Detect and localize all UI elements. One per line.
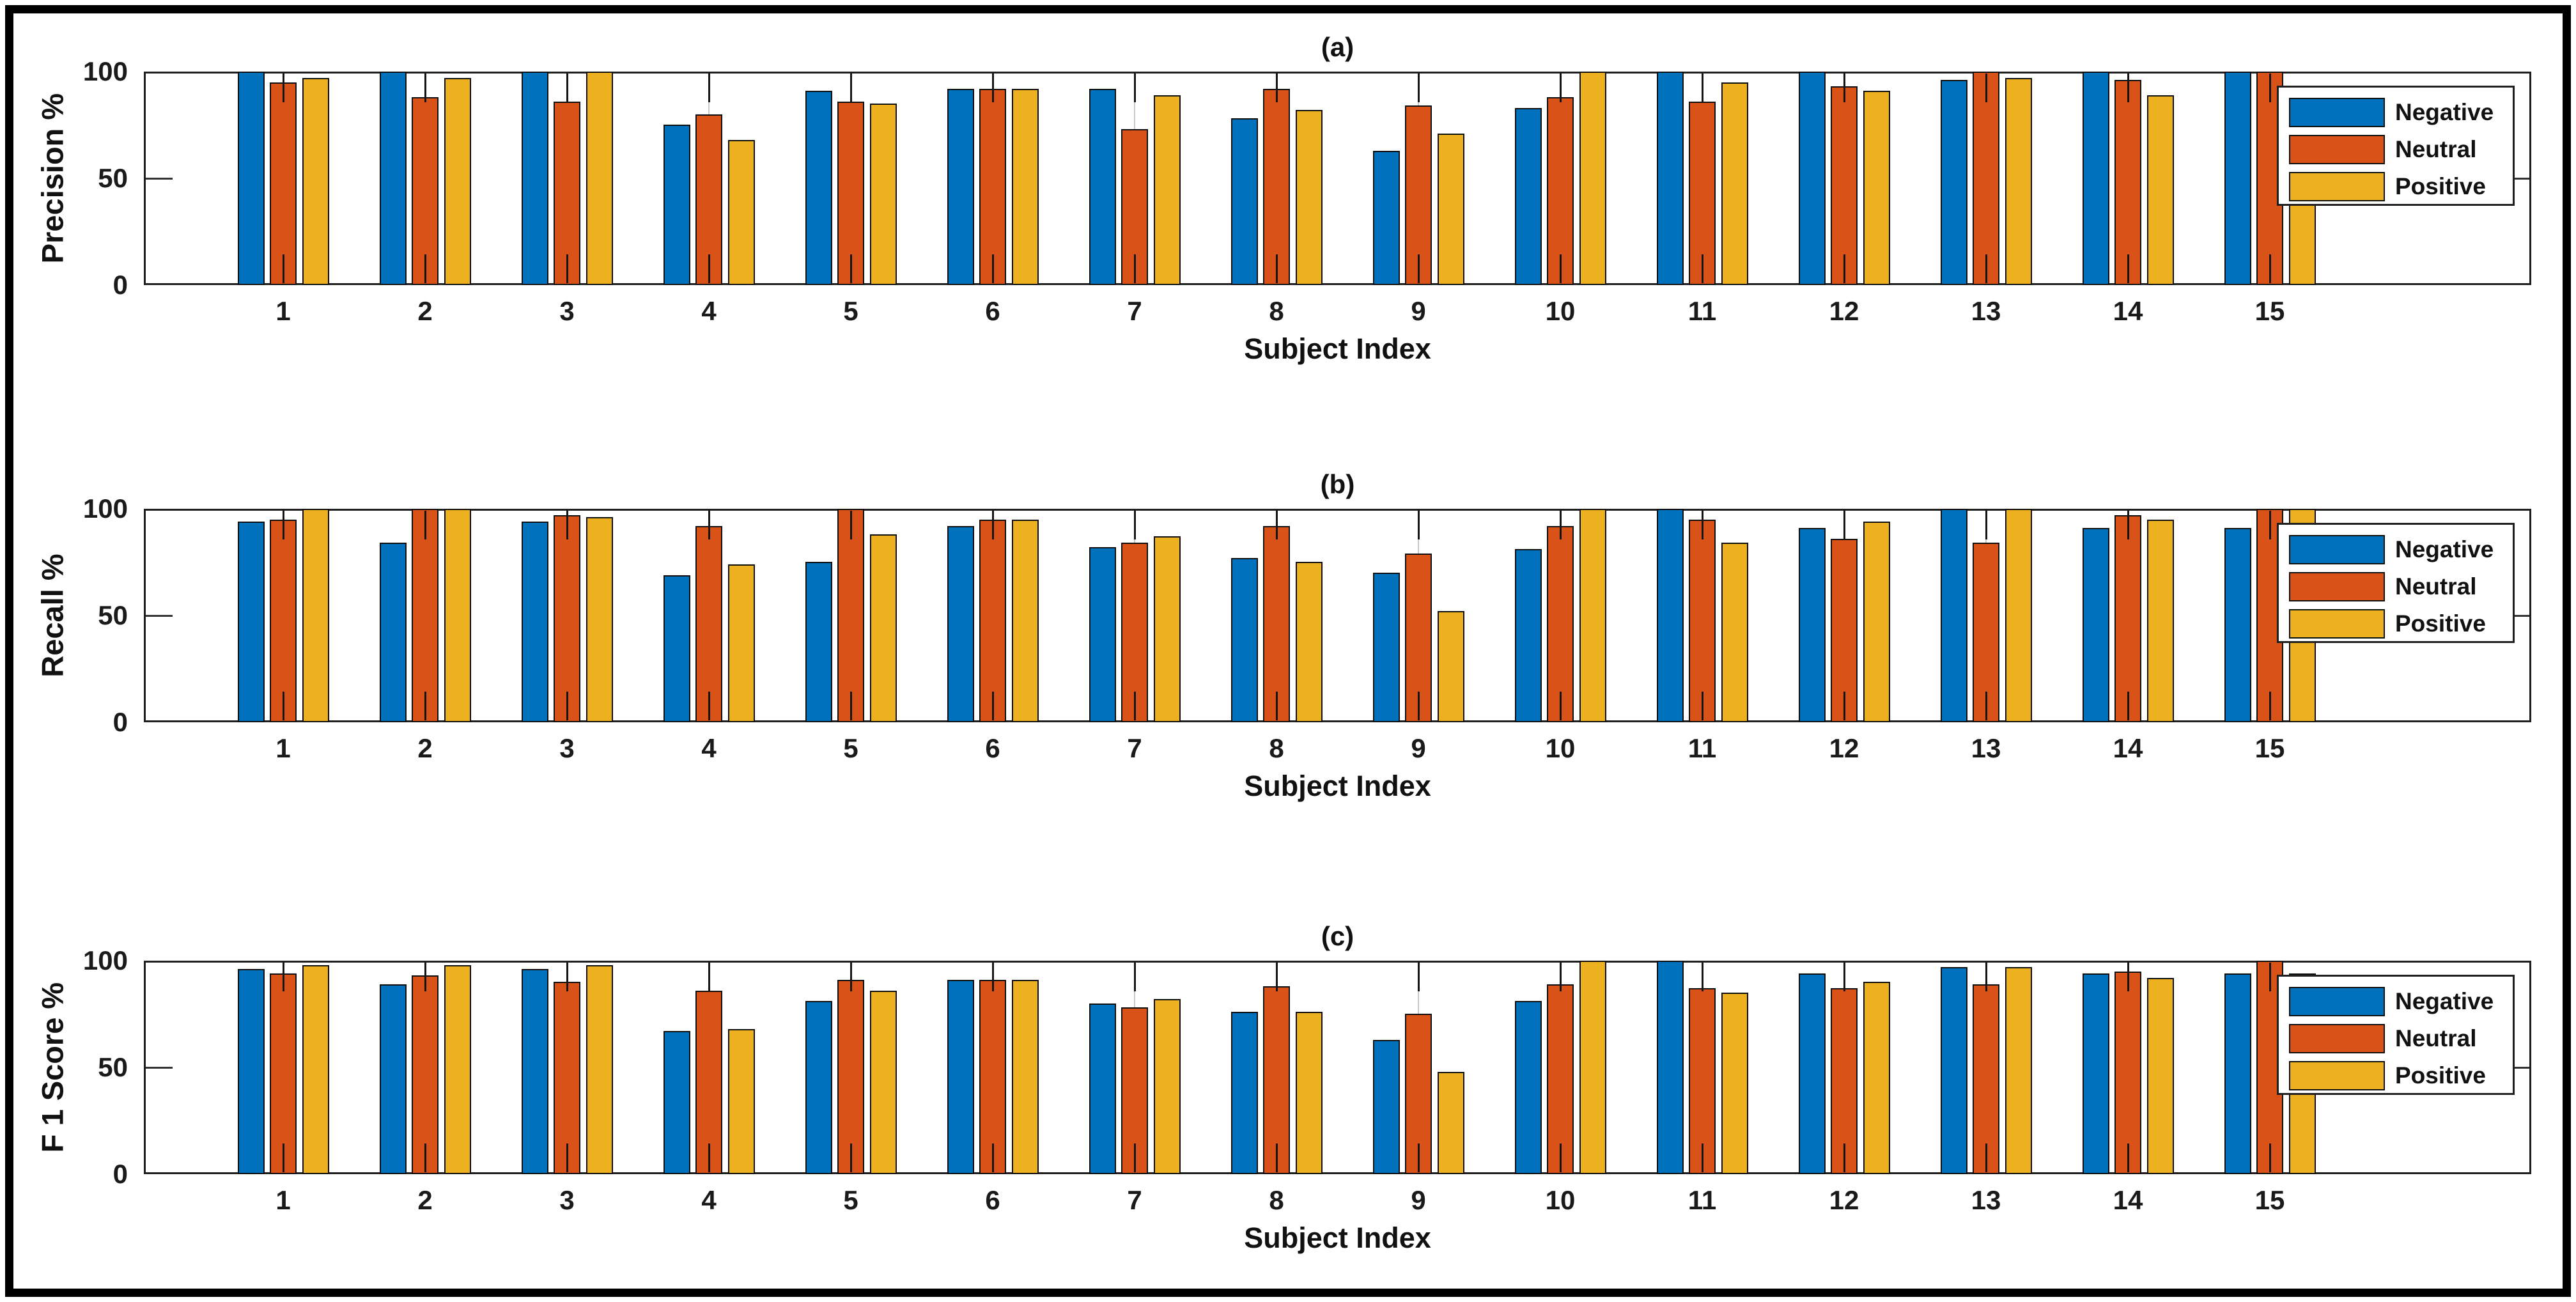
figure-border: [5, 5, 2571, 1297]
